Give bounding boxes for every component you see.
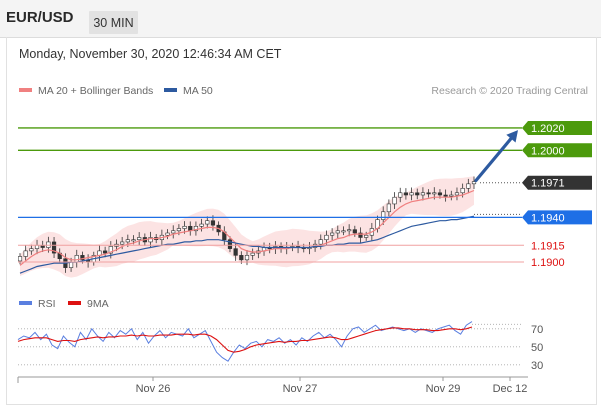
candle-body	[108, 246, 113, 254]
rsi-tick-label: 50	[531, 342, 543, 354]
x-tick-label: Nov 29	[426, 383, 461, 395]
candle-body	[205, 220, 210, 225]
legend-label-ma50: MA 50	[183, 85, 213, 97]
legend-label-9ma: 9MA	[87, 298, 109, 310]
candle-body	[420, 192, 426, 196]
chart-panel	[6, 37, 597, 405]
price-plot	[18, 176, 477, 278]
x-tick-label: Nov 26	[136, 383, 171, 395]
candle-body	[199, 223, 204, 227]
candle-body	[358, 232, 363, 238]
legend-swatch-ma50	[164, 88, 177, 93]
ma20-line	[19, 189, 475, 266]
rsi-tick-label: 30	[531, 360, 543, 372]
candle-body	[250, 252, 255, 256]
legend-swatch-ma20	[19, 88, 32, 93]
credit-text: Research © 2020 Trading Central	[431, 85, 588, 97]
candle-body	[210, 220, 216, 226]
candle-body	[137, 237, 142, 241]
candle-body	[244, 255, 250, 261]
candle-body	[80, 255, 85, 261]
legend-label-ma20: MA 20 + Bollinger Bands	[38, 85, 154, 97]
candle-body	[51, 241, 57, 254]
timeframe-badge[interactable]: 30 MIN	[89, 11, 138, 34]
candle-body	[46, 241, 51, 248]
legend-item-ma50: MA 50	[164, 85, 213, 97]
candle-body	[437, 192, 443, 196]
legend-swatch-9ma	[68, 301, 81, 306]
level-tag	[522, 120, 592, 135]
candle-body	[432, 192, 437, 195]
candle-body	[381, 211, 386, 220]
candle-body	[171, 230, 176, 234]
candle-body	[318, 239, 323, 245]
candle-body	[233, 248, 238, 256]
candle-body	[392, 196, 397, 205]
candle-body	[23, 250, 28, 257]
candle-body	[131, 239, 136, 242]
level-label: 1.1900	[531, 257, 565, 269]
candle-body	[148, 237, 153, 243]
candle-body	[466, 183, 471, 189]
candle-body	[103, 250, 108, 254]
candle-body	[471, 181, 477, 185]
bollinger-band	[20, 176, 474, 278]
legend-item-9ma: 9MA	[68, 298, 109, 310]
level-label: 1.1940	[531, 212, 565, 224]
level-tag	[522, 143, 592, 158]
candle-body	[324, 234, 329, 241]
legend-item-ma20: MA 20 + Bollinger Bands	[19, 85, 153, 97]
candle-body	[335, 230, 340, 234]
level-label: 1.2000	[531, 145, 565, 157]
candle-body	[386, 203, 391, 213]
level-label: 1.2020	[531, 123, 565, 135]
candle-body	[125, 239, 130, 243]
candle-body	[18, 256, 23, 262]
candle-body	[403, 192, 409, 196]
candle-body	[352, 229, 357, 234]
candle-body	[341, 230, 346, 233]
rsi-tick-label: 70	[531, 324, 543, 336]
candle-body	[165, 232, 170, 236]
level-tag	[522, 210, 592, 225]
rsi-ma-line	[17, 326, 473, 353]
legend-swatch-rsi	[19, 301, 32, 306]
candle-body	[449, 194, 454, 197]
legend-item-rsi: RSI	[19, 298, 56, 310]
candle-body	[426, 192, 431, 195]
candle-body	[120, 241, 125, 245]
x-tick-label: Dec 12	[493, 383, 528, 395]
candle-body	[347, 229, 352, 232]
legend-label-rsi: RSI	[38, 298, 56, 310]
forecast-arrow	[474, 134, 515, 183]
symbol-title: EUR/USD	[6, 9, 74, 26]
candle-body	[34, 244, 40, 249]
candle-body	[239, 255, 244, 261]
x-tick-label: Nov 27	[283, 383, 318, 395]
level-label: 1.1971	[531, 178, 565, 190]
level-label: 1.1915	[531, 240, 565, 252]
candle-body	[227, 239, 233, 249]
candle-body	[409, 192, 414, 196]
rsi-line	[17, 321, 473, 362]
candle-body	[364, 234, 369, 238]
candle-body	[193, 225, 199, 232]
candle-body	[182, 225, 187, 229]
header-bar: EUR/USD 30 MIN	[0, 0, 601, 38]
candle-body	[330, 232, 335, 236]
candle-body	[443, 194, 448, 197]
candle-body	[176, 228, 182, 232]
candle-body	[454, 192, 460, 196]
forecast-arrowhead	[506, 130, 518, 143]
candle-body	[29, 248, 34, 252]
candle-body	[74, 255, 79, 263]
candle-body	[398, 192, 403, 198]
candle-body	[460, 187, 465, 194]
candle-body	[415, 192, 420, 196]
level-tag	[522, 175, 592, 190]
chart-datetime: Monday, November 30, 2020 12:46:34 AM CE…	[19, 47, 282, 61]
